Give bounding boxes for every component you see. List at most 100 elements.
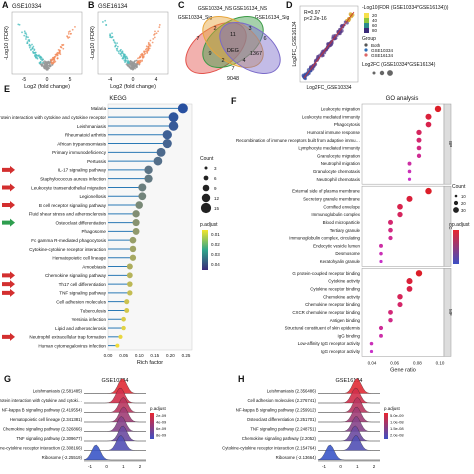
green-arrow-icon [2, 218, 15, 227]
count-legend-value: 30 [461, 208, 466, 213]
go-term-label: Endocytic vesicle lumen [313, 243, 360, 248]
volcano-point [55, 53, 58, 56]
volcano-point [25, 36, 28, 38]
volcano-point [53, 56, 56, 59]
x-tick-a: 0 [46, 77, 49, 83]
volcano-point [122, 55, 125, 58]
count-legend-value: 15 [214, 206, 220, 211]
volcano-point [144, 50, 147, 53]
x-tick-h: 1 [356, 464, 359, 469]
kegg-dot [168, 112, 179, 123]
volcano-point [46, 66, 48, 68]
venn-set-ellipse [185, 22, 247, 74]
venn-count: 7 [196, 36, 199, 42]
legend-value: 20 [372, 13, 378, 18]
padj-legend-value: 1.0e-08 [390, 420, 404, 425]
volcano-point [141, 54, 144, 57]
scatter-point [321, 54, 325, 57]
legend-value: 60 [372, 23, 378, 28]
volcano-point [32, 45, 35, 48]
volcano-point [116, 47, 119, 50]
ridge-term-label: Viral protein interaction with cytokine … [0, 398, 82, 403]
volcano-point [137, 60, 139, 63]
go-term-label: Neutrophil migration [321, 161, 361, 166]
y-axis-label-d: Log2FC_GSE16134 [292, 21, 298, 66]
volcano-point [39, 57, 42, 59]
volcano-point [116, 45, 119, 48]
go-group-side: MF [448, 309, 453, 316]
go-term-label: Lymphocyte mediated immunity [298, 146, 360, 151]
venn-count: 9 [208, 51, 211, 57]
go-dot [388, 309, 393, 315]
plot-frame-e [107, 103, 193, 351]
volcano-point [139, 59, 142, 62]
x-tick-e: 0.15 [150, 353, 159, 358]
volcano-point [154, 30, 156, 33]
volcano-point [67, 32, 70, 35]
red-arrow-icon [2, 288, 15, 297]
padj-legend-value: 2e-09 [156, 413, 167, 418]
volcano-point [121, 51, 124, 54]
volcano-point [38, 55, 41, 58]
volcano-point [132, 67, 135, 70]
ridge-term-label: Leishmaniasis (2.581485) [33, 389, 83, 394]
volcano-point [112, 39, 115, 41]
kegg-dot [138, 183, 147, 192]
kegg-term-label: Leukocyte transendothelial migration [31, 185, 106, 190]
padj-colorbar-h [384, 413, 388, 439]
padj-legend-value: 8e-09 [156, 433, 167, 438]
group-label: GSE16134 [371, 53, 394, 58]
x-tick-f: 0.04 [368, 360, 377, 365]
volcano-point [139, 55, 142, 58]
ridge-density [317, 444, 380, 461]
kegg-term-label: Neutrophil extracellular trap formation [29, 335, 106, 340]
red-arrow-icon [2, 271, 15, 280]
volcano-point [66, 35, 69, 38]
go-term-label: IgG receptor activity [321, 349, 361, 354]
x-tick-h: 0 [339, 464, 342, 469]
venn-set-label: GSE10334_NS [198, 6, 233, 12]
kegg-term-label: B cell receptor signaling pathway [39, 203, 107, 208]
y-axis-label-a: -Log10 (FDR) [4, 26, 10, 60]
volcano-point [113, 41, 116, 43]
volcano-point [53, 57, 56, 60]
panel-title-e: KEGG [109, 96, 127, 102]
volcano-point [24, 32, 27, 34]
volcano-point [124, 58, 127, 61]
go-term-label: Granulocyte chemotaxis [313, 169, 361, 174]
count-legend-value: 12 [214, 196, 220, 201]
kegg-term-label: Staphylococcus aureus infection [40, 176, 106, 181]
ridge-density [84, 378, 146, 394]
kegg-term-label: Fc gamma R-mediated phagocytosis [31, 238, 107, 243]
volcano-point [38, 62, 41, 64]
go-group-frame [361, 185, 445, 267]
venn-count: DEG [227, 48, 239, 54]
legend-title-d: -Log10(FDR (GSE10334*GSE16134))) [362, 5, 449, 11]
venn-set-label: GSE16134_Sig [255, 15, 290, 21]
volcano-point [127, 64, 129, 67]
volcano-point [74, 25, 76, 28]
volcano-point [29, 49, 32, 51]
ridge-term-label: TNF signaling pathway (2.248751) [250, 427, 316, 432]
ridge-term-label: Chemokine signaling pathway (2.2052) [242, 436, 317, 441]
ridge-density [318, 397, 380, 413]
venn-count: 9048 [227, 76, 239, 82]
red-arrow-icon [2, 183, 15, 192]
volcano-point [131, 61, 133, 64]
legend-swatch [364, 13, 369, 18]
venn-count: 11 [230, 32, 236, 38]
go-dot [397, 211, 403, 218]
go-dot [406, 278, 413, 285]
volcano-point [17, 23, 20, 26]
volcano-point [36, 57, 39, 59]
venn-count: 2 [221, 58, 224, 64]
volcano-point [28, 44, 31, 47]
x-tick-g: -1 [88, 464, 92, 469]
volcano-point [50, 58, 53, 61]
padj-colorbar-f [453, 230, 459, 264]
kegg-term-label: Human cytomegalovirus infection [38, 343, 106, 348]
volcano-point [143, 51, 146, 54]
volcano-point [133, 60, 136, 63]
volcano-point [141, 52, 144, 55]
volcano-point [146, 52, 149, 54]
